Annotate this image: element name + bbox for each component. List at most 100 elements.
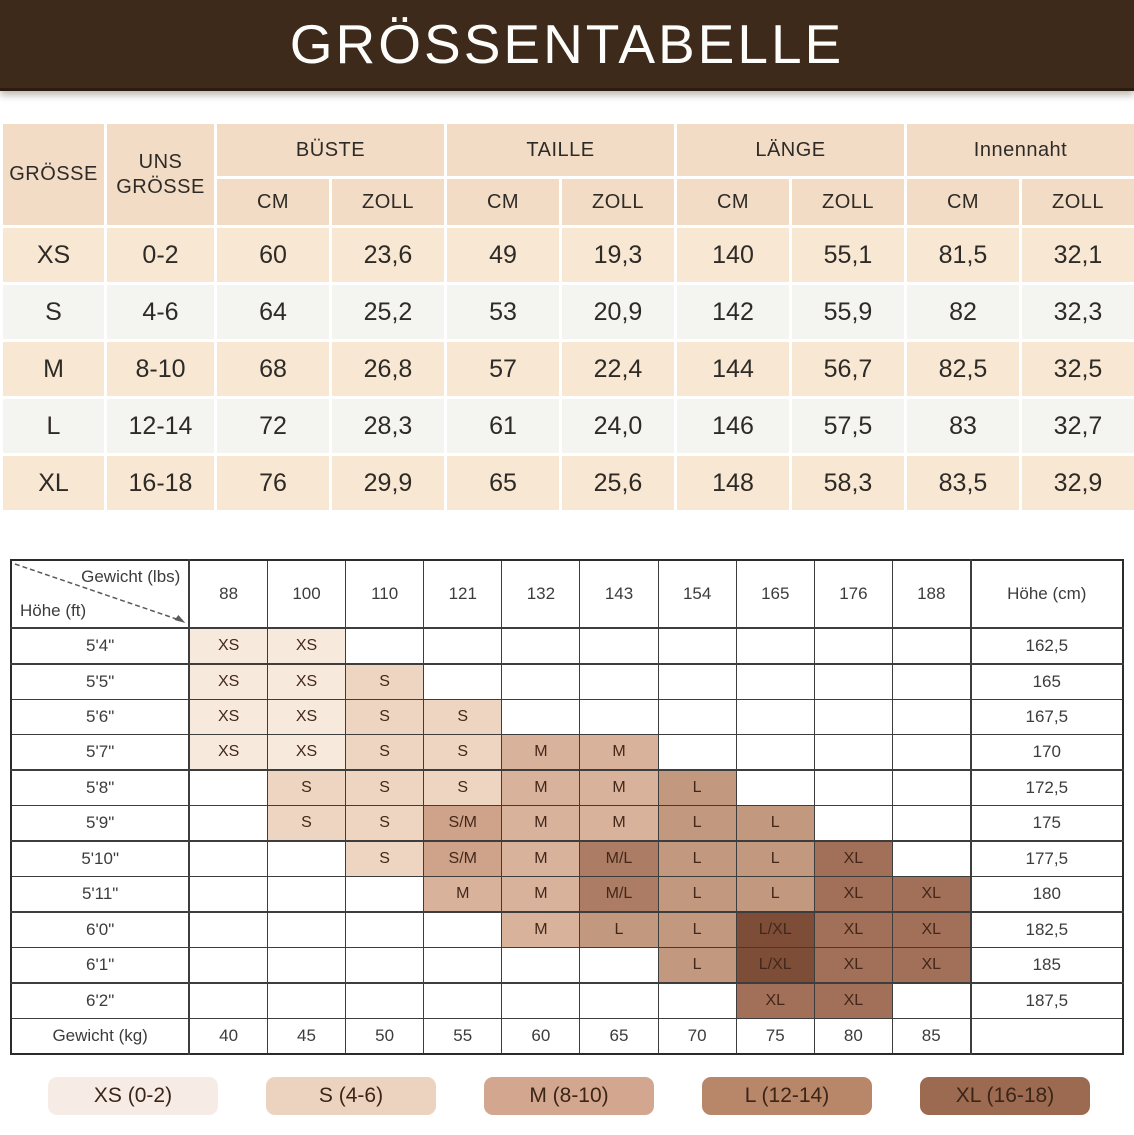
size-zone-cell: S/M <box>424 841 502 877</box>
weight-kg-value-cell: 80 <box>814 1019 892 1055</box>
empty-matrix-cell <box>346 948 424 984</box>
legend-item: XS (0-2) <box>48 1077 218 1115</box>
empty-matrix-cell <box>658 628 736 664</box>
size-zone-cell: L <box>658 770 736 806</box>
size-zone-cell: M <box>424 877 502 913</box>
size-zone-cell: XL <box>814 912 892 948</box>
weight-lbs-header-cell: 110 <box>346 560 424 628</box>
empty-matrix-cell <box>267 983 345 1019</box>
measurement-cell: 61 <box>446 398 561 455</box>
size-zone-cell: XS <box>189 700 267 735</box>
size-legend: XS (0-2)S (4-6)M (8-10)L (12-14)XL (16-1… <box>0 1077 1134 1115</box>
size-label-cell: XL <box>2 455 106 512</box>
weight-kg-value-cell: 85 <box>892 1019 970 1055</box>
measurement-cell: 25,2 <box>331 284 446 341</box>
measurement-cell: 20,9 <box>561 284 676 341</box>
empty-matrix-cell <box>814 735 892 771</box>
measurement-cell: 82 <box>906 284 1021 341</box>
weight-kg-value-cell: 60 <box>502 1019 580 1055</box>
weight-kg-value-cell: 70 <box>658 1019 736 1055</box>
empty-matrix-cell <box>424 628 502 664</box>
empty-matrix-cell <box>189 983 267 1019</box>
measurement-cell: 144 <box>676 341 791 398</box>
corner-label-weight: Gewicht (lbs) <box>81 567 180 587</box>
empty-matrix-cell <box>971 1019 1123 1055</box>
column-header-uns-groesse: UNS GRÖSSE <box>106 123 216 227</box>
empty-matrix-cell <box>814 770 892 806</box>
size-zone-cell: XL <box>814 877 892 913</box>
measurement-cell: 57 <box>446 341 561 398</box>
weight-lbs-header-cell: 188 <box>892 560 970 628</box>
measurement-cell: 148 <box>676 455 791 512</box>
size-zone-cell: XS <box>267 700 345 735</box>
empty-matrix-cell <box>580 948 658 984</box>
size-zone-cell: L/XL <box>736 912 814 948</box>
size-zone-cell: L <box>658 841 736 877</box>
empty-matrix-cell <box>892 664 970 700</box>
bottom-spacer <box>0 1115 1134 1135</box>
empty-matrix-cell <box>502 664 580 700</box>
empty-matrix-cell <box>814 664 892 700</box>
unit-header-cm: CM <box>446 178 561 227</box>
empty-matrix-cell <box>189 841 267 877</box>
empty-matrix-cell <box>189 877 267 913</box>
unit-header-cm: CM <box>676 178 791 227</box>
height-cm-cell: 172,5 <box>971 770 1123 806</box>
size-zone-cell: S/M <box>424 806 502 842</box>
size-zone-cell: S <box>267 806 345 842</box>
corner-label-height: Höhe (ft) <box>20 601 86 621</box>
unit-header-zoll: ZOLL <box>561 178 676 227</box>
measurement-cell: 53 <box>446 284 561 341</box>
measurement-cell: 142 <box>676 284 791 341</box>
size-zone-cell: XL <box>736 983 814 1019</box>
weight-kg-value-cell: 45 <box>267 1019 345 1055</box>
measurement-cell: 29,9 <box>331 455 446 512</box>
measurement-cell: 58,3 <box>791 455 906 512</box>
size-zone-cell: M <box>502 770 580 806</box>
height-cm-cell: 165 <box>971 664 1123 700</box>
group-header-row: GRÖSSE UNS GRÖSSE BÜSTE TAILLE LÄNGE Inn… <box>2 123 1134 178</box>
empty-matrix-cell <box>892 841 970 877</box>
height-ft-cell: 5'4" <box>11 628 189 664</box>
empty-matrix-cell <box>424 948 502 984</box>
measurement-cell: 140 <box>676 227 791 284</box>
size-zone-cell: M/L <box>580 841 658 877</box>
unit-header-zoll: ZOLL <box>1021 178 1134 227</box>
empty-matrix-cell <box>892 806 970 842</box>
size-zone-cell: M <box>580 770 658 806</box>
empty-matrix-cell <box>736 700 814 735</box>
height-cm-cell: 170 <box>971 735 1123 771</box>
empty-matrix-cell <box>736 628 814 664</box>
legend-item: XL (16-18) <box>920 1077 1090 1115</box>
measurement-cell: 55,1 <box>791 227 906 284</box>
measurement-cell: 83 <box>906 398 1021 455</box>
column-header-taille: TAILLE <box>446 123 676 178</box>
empty-matrix-cell <box>580 700 658 735</box>
height-cm-cell: 167,5 <box>971 700 1123 735</box>
size-zone-cell: L <box>736 806 814 842</box>
size-zone-cell: M <box>580 735 658 771</box>
empty-matrix-cell <box>580 983 658 1019</box>
size-label-cell: XS <box>2 227 106 284</box>
empty-matrix-cell <box>424 912 502 948</box>
empty-matrix-cell <box>267 877 345 913</box>
empty-matrix-cell <box>189 806 267 842</box>
empty-matrix-cell <box>736 664 814 700</box>
size-zone-cell: S <box>346 806 424 842</box>
measurement-cell: 24,0 <box>561 398 676 455</box>
measurement-cell: 49 <box>446 227 561 284</box>
size-zone-cell: XL <box>814 983 892 1019</box>
height-cm-cell: 185 <box>971 948 1123 984</box>
measurement-cell: 22,4 <box>561 341 676 398</box>
measurement-cell: 32,7 <box>1021 398 1134 455</box>
empty-matrix-cell <box>814 806 892 842</box>
measurement-cell: 60 <box>216 227 331 284</box>
